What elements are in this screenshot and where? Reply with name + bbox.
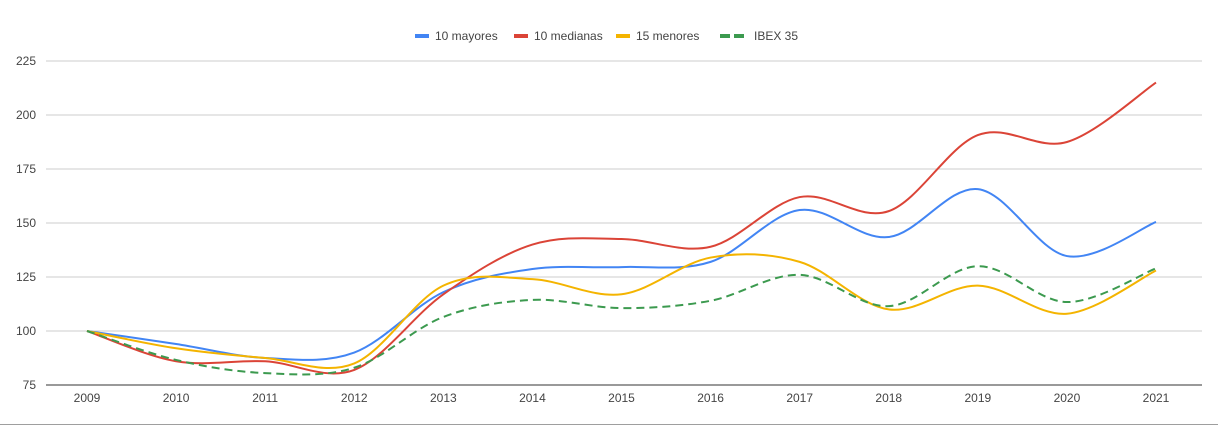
x-tick-label: 2017 <box>786 391 813 405</box>
y-tick-label: 225 <box>16 54 36 68</box>
x-axis-ticks: 2009 2010 2011 2012 2013 2014 2015 2016 2017 2018… <box>74 391 1170 405</box>
x-tick-label: 2009 <box>74 391 101 405</box>
legend: 10 mayores 10 medianas 15 menores IBEX 35 <box>415 29 798 43</box>
series-lines <box>86 81 1157 376</box>
series-line-ibex-35 <box>86 265 1157 376</box>
x-tick-label: 2010 <box>163 391 190 405</box>
gridlines <box>46 60 1202 386</box>
legend-label: IBEX 35 <box>754 29 798 43</box>
x-tick-label: 2012 <box>341 391 368 405</box>
x-tick-label: 2019 <box>964 391 991 405</box>
x-tick-label: 2014 <box>519 391 546 405</box>
x-tick-label: 2016 <box>697 391 724 405</box>
x-tick-label: 2018 <box>875 391 902 405</box>
y-tick-label: 150 <box>16 216 36 230</box>
y-tick-label: 125 <box>16 270 36 284</box>
series-line-10-mayores <box>86 188 1157 361</box>
x-tick-label: 2020 <box>1054 391 1081 405</box>
series-line-15-menores <box>86 253 1157 370</box>
y-tick-label: 75 <box>23 378 37 392</box>
legend-label: 15 menores <box>636 29 699 43</box>
x-tick-label: 2015 <box>608 391 635 405</box>
x-tick-label: 2021 <box>1143 391 1170 405</box>
x-tick-label: 2013 <box>430 391 457 405</box>
line-chart: 75 100 125 150 175 200 225 2009 2010 2011 2012 201… <box>16 29 1202 405</box>
y-tick-label: 100 <box>16 324 36 338</box>
y-tick-label: 175 <box>16 162 36 176</box>
legend-label: 10 medianas <box>534 29 603 43</box>
y-axis-ticks: 75 100 125 150 175 200 225 <box>16 54 36 392</box>
series-line-10-medianas <box>86 81 1157 375</box>
x-tick-label: 2011 <box>252 391 278 405</box>
legend-label: 10 mayores <box>435 29 498 43</box>
chart-frame: 75 100 125 150 175 200 225 2009 2010 2011 2012 201… <box>0 29 1218 425</box>
y-tick-label: 200 <box>16 108 36 122</box>
